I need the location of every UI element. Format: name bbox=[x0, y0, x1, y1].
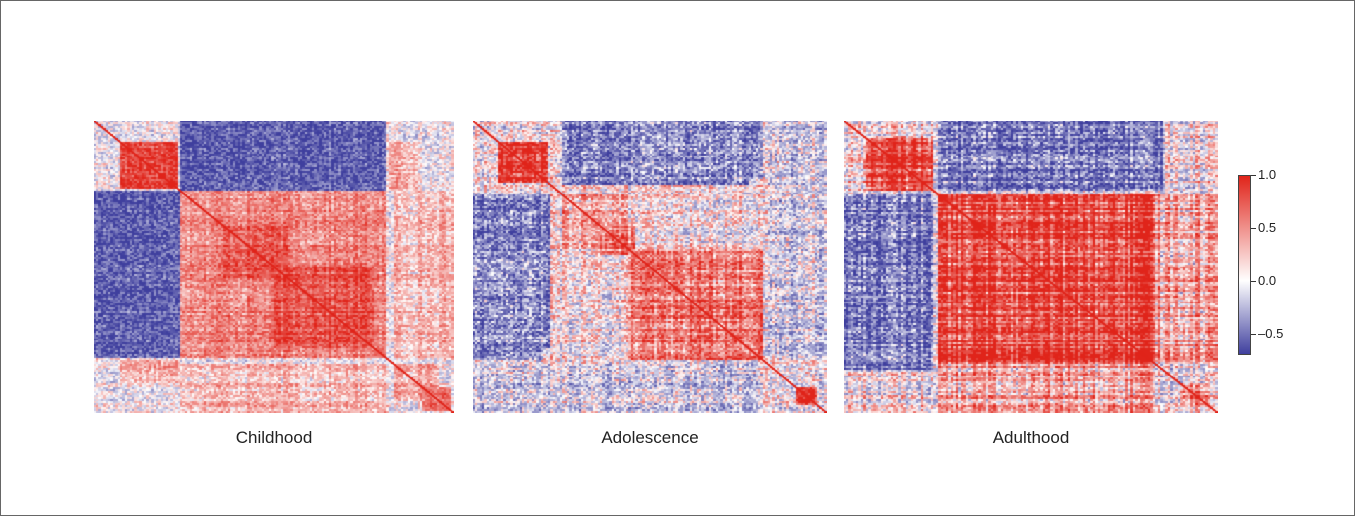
heatmap-childhood bbox=[94, 121, 454, 413]
panel-label-adulthood: Adulthood bbox=[992, 428, 1070, 447]
colorbar-tick-label: 1.0 bbox=[1258, 167, 1277, 182]
panel-label-adolescence: Adolescence bbox=[601, 428, 699, 447]
colorbar-tick-mark bbox=[1251, 280, 1256, 282]
heatmap-adulthood bbox=[844, 121, 1218, 413]
colorbar-tick-label: –0.5 bbox=[1258, 325, 1284, 341]
colorbar-tick-label: 0.5 bbox=[1258, 219, 1277, 235]
heatmap-panel-adulthood bbox=[844, 121, 1218, 413]
colorbar-tick-label: 0.0 bbox=[1258, 272, 1277, 288]
colorbar bbox=[1238, 175, 1251, 355]
heatmap-panel-adolescence bbox=[473, 121, 833, 413]
colorbar-tick-mark bbox=[1251, 333, 1256, 335]
colorbar-tick-mark bbox=[1251, 175, 1256, 176]
heatmap-adolescence bbox=[473, 121, 827, 413]
panel-label-childhood: Childhood bbox=[235, 428, 313, 447]
colorbar-tick-mark bbox=[1251, 227, 1256, 229]
heatmap-panel-childhood bbox=[94, 121, 454, 413]
